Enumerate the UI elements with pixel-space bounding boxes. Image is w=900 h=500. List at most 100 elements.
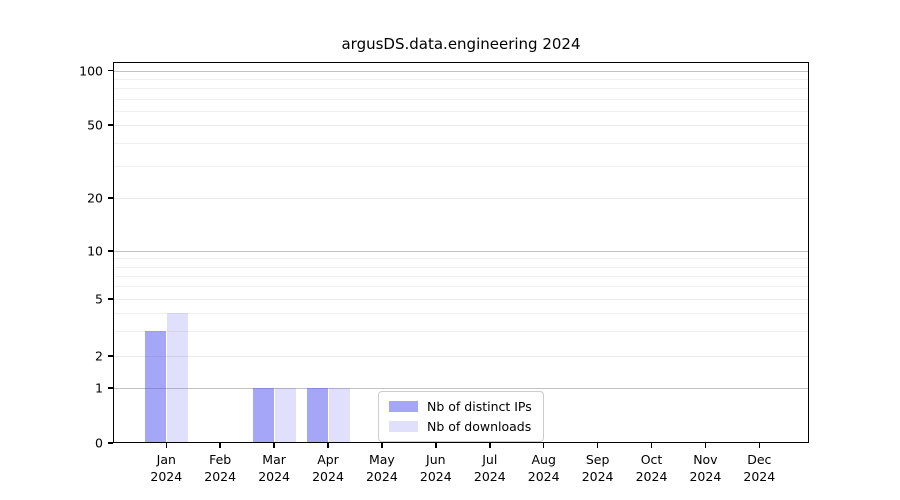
x-tick-year: 2024 — [204, 469, 237, 484]
x-tick-month: Dec — [747, 452, 772, 467]
y-tickmark-1 — [108, 387, 113, 389]
x-tick-label-aug: Aug 2024 — [528, 451, 560, 485]
gridline-y-40 — [113, 142, 809, 144]
bar-ips-jan — [144, 330, 166, 443]
gridline-y-6 — [113, 286, 809, 288]
x-tick-label-mar: Mar 2024 — [258, 451, 290, 485]
x-tickmark-aug — [542, 443, 545, 448]
y-tick-label-50: 50 — [87, 117, 103, 133]
x-tick-month: Apr — [317, 452, 339, 467]
y-tickmark-20 — [108, 197, 113, 199]
x-tick-year: 2024 — [527, 469, 560, 484]
bar-downloads-jan — [166, 312, 188, 443]
y-tickmark-50 — [108, 124, 113, 126]
x-tick-month: Mar — [262, 452, 286, 467]
x-tick-month: Jun — [426, 452, 446, 467]
gridline-y-90 — [113, 78, 809, 80]
x-tick-year: 2024 — [312, 469, 344, 484]
gridline-y-80 — [113, 88, 809, 90]
x-tick-year: 2024 — [473, 469, 506, 484]
bar-ips-mar — [252, 388, 274, 443]
bar-ips-apr — [306, 388, 328, 443]
x-tick-label-jun: Jun 2024 — [420, 451, 452, 485]
x-tick-label-jan: Jan 2024 — [150, 451, 182, 485]
x-tick-year: 2024 — [743, 469, 776, 484]
x-tick-year: 2024 — [150, 469, 183, 484]
x-tick-year: 2024 — [689, 469, 722, 484]
x-tickmark-apr — [327, 443, 329, 448]
x-tickmark-oct — [650, 443, 653, 448]
gridline-y-60 — [113, 110, 809, 112]
x-tick-label-nov: Nov 2024 — [689, 451, 721, 485]
x-tickmark-nov — [704, 443, 707, 448]
gridline-y-20 — [113, 198, 809, 199]
x-tick-label-may: May 2024 — [366, 451, 398, 485]
gridline-y-100 — [113, 70, 809, 72]
y-tick-label-10: 10 — [87, 243, 103, 259]
gridline-y-2 — [113, 356, 809, 357]
axes-spines — [113, 62, 809, 443]
gridline-y-8 — [113, 266, 809, 268]
x-tick-month: Aug — [531, 452, 556, 467]
x-tick-label-feb: Feb 2024 — [204, 451, 236, 485]
x-tick-month: Feb — [209, 452, 232, 467]
x-tick-label-apr: Apr 2024 — [312, 451, 344, 485]
y-tickmark-10 — [108, 250, 113, 252]
y-tick-label-2: 2 — [95, 348, 103, 364]
gridline-y-4 — [113, 312, 809, 314]
x-tick-label-oct: Oct 2024 — [636, 451, 668, 485]
legend-swatch-downloads — [389, 421, 418, 432]
x-tick-year: 2024 — [258, 469, 290, 484]
gridline-y-10 — [113, 251, 809, 252]
y-tick-label-100: 100 — [79, 63, 103, 79]
y-tickmark-0 — [108, 442, 113, 444]
bar-downloads-mar — [274, 388, 296, 443]
x-tick-year: 2024 — [419, 469, 452, 484]
gridline-y-7 — [113, 275, 809, 277]
x-tickmark-mar — [273, 443, 275, 448]
x-tick-year: 2024 — [365, 469, 398, 484]
x-tick-month: May — [368, 452, 395, 467]
x-tick-label-jul: Jul 2024 — [474, 451, 506, 485]
gridline-y-3 — [113, 330, 809, 332]
x-tickmark-may — [381, 443, 383, 448]
x-tickmark-feb — [219, 443, 221, 448]
x-tick-month: Jul — [482, 452, 498, 467]
chart-title: argusDS.data.engineering 2024 — [341, 35, 581, 53]
x-tick-label-sep: Sep 2024 — [582, 451, 614, 485]
legend-item-distinct-ips: Nb of distinct IPs — [389, 399, 532, 414]
x-tick-label-dec: Dec 2024 — [743, 451, 775, 485]
gridline-y-1 — [113, 388, 809, 389]
x-tickmark-jun — [435, 443, 437, 448]
x-tick-month: Oct — [640, 452, 663, 467]
legend: Nb of distinct IPs Nb of downloads — [378, 391, 544, 442]
legend-label-downloads: Nb of downloads — [427, 419, 532, 434]
x-tick-year: 2024 — [635, 469, 668, 484]
x-tick-month: Jan — [156, 452, 176, 467]
legend-swatch-distinct-ips — [389, 401, 418, 412]
legend-label-distinct-ips: Nb of distinct IPs — [427, 399, 532, 414]
legend-item-downloads: Nb of downloads — [389, 419, 532, 434]
x-tickmark-sep — [596, 443, 599, 448]
x-tickmark-jul — [489, 443, 491, 448]
x-tick-year: 2024 — [581, 469, 614, 484]
y-tick-label-1: 1 — [95, 380, 103, 396]
x-tick-month: Nov — [693, 452, 718, 467]
gridline-y-5 — [113, 299, 809, 300]
x-tickmark-jan — [165, 443, 168, 448]
gridline-y-50 — [113, 125, 809, 126]
x-tickmark-dec — [758, 443, 761, 448]
y-tickmark-2 — [108, 355, 113, 357]
x-tick-month: Sep — [585, 452, 610, 467]
y-tickmark-100 — [108, 69, 113, 72]
gridline-y-9 — [113, 258, 809, 260]
plot-area: 0 1 2 5 10 20 50 100 Jan 2024 Feb 2024 Mar 2024 Apr 20… — [79, 62, 809, 484]
y-tick-label-0: 0 — [95, 435, 103, 451]
bar-downloads-apr — [328, 388, 350, 443]
y-tick-label-5: 5 — [95, 291, 103, 307]
y-tickmark-5 — [108, 298, 113, 300]
y-tick-label-20: 20 — [87, 190, 103, 206]
gridline-y-30 — [113, 165, 809, 167]
gridline-y-70 — [113, 98, 809, 100]
